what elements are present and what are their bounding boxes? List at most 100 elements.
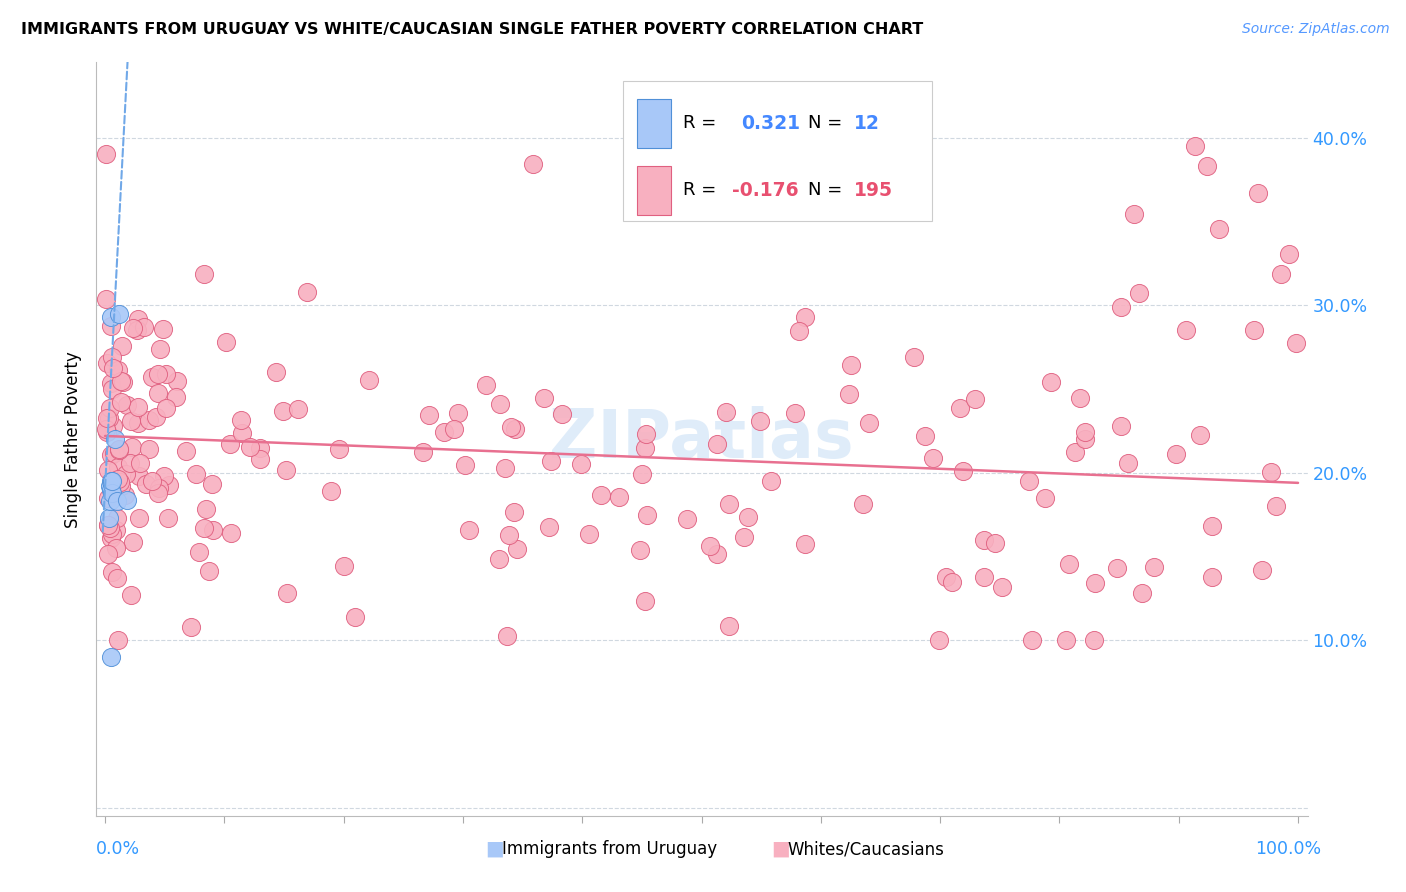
Point — [138, 413, 160, 427]
Point — [97, 547, 120, 561]
Point — [454, 458, 477, 472]
Point — [488, 552, 510, 566]
Point — [146, 367, 169, 381]
FancyBboxPatch shape — [623, 81, 932, 220]
Point — [1208, 221, 1230, 235]
Point — [97, 491, 120, 505]
Point — [412, 445, 434, 459]
Point — [1277, 246, 1299, 260]
Point — [1201, 570, 1223, 584]
Point — [101, 418, 124, 433]
Text: N =: N = — [808, 181, 848, 199]
Text: R =: R = — [683, 181, 723, 199]
Point — [934, 570, 956, 584]
Text: Whites/Caucasians: Whites/Caucasians — [787, 840, 945, 858]
Point — [1116, 456, 1139, 470]
Point — [249, 451, 271, 466]
Point — [1243, 323, 1265, 337]
Point — [1264, 500, 1286, 514]
Point — [174, 443, 197, 458]
Point — [135, 476, 157, 491]
Point — [98, 479, 121, 493]
Point — [675, 511, 697, 525]
Point — [103, 446, 125, 460]
Point — [100, 376, 122, 391]
Point — [104, 523, 127, 537]
Point — [110, 478, 132, 492]
Point — [129, 456, 152, 470]
Point — [274, 462, 297, 476]
Text: -0.176: -0.176 — [733, 180, 799, 200]
Point — [502, 505, 524, 519]
Text: Source: ZipAtlas.com: Source: ZipAtlas.com — [1241, 22, 1389, 37]
Point — [357, 373, 380, 387]
Point — [100, 448, 122, 462]
Point — [1105, 560, 1128, 574]
Point — [540, 454, 562, 468]
Point — [1083, 633, 1105, 648]
Point — [96, 463, 118, 477]
Point — [155, 367, 177, 381]
Point — [127, 322, 149, 336]
Point — [215, 334, 238, 349]
Point — [1251, 563, 1274, 577]
Text: IMMIGRANTS FROM URUGUAY VS WHITE/CAUCASIAN SINGLE FATHER POVERTY CORRELATION CHA: IMMIGRANTS FROM URUGUAY VS WHITE/CAUCASI… — [21, 22, 924, 37]
Point — [718, 498, 741, 512]
Point — [1201, 518, 1223, 533]
Point — [787, 324, 810, 338]
Point — [499, 420, 522, 434]
Point — [903, 350, 925, 364]
Point — [98, 494, 121, 508]
Point — [157, 511, 180, 525]
Point — [1130, 586, 1153, 600]
Point — [838, 386, 860, 401]
Point — [96, 292, 118, 306]
Point — [522, 157, 544, 171]
Point — [188, 545, 211, 559]
Point — [496, 629, 519, 643]
Point — [783, 406, 806, 420]
Point — [141, 475, 163, 489]
Point — [107, 362, 129, 376]
Point — [96, 422, 118, 436]
Point — [1057, 557, 1080, 571]
Point — [127, 416, 149, 430]
Point — [1189, 428, 1212, 442]
Point — [952, 464, 974, 478]
Point — [973, 533, 995, 547]
Point — [1197, 160, 1219, 174]
Point — [120, 588, 142, 602]
Point — [551, 407, 574, 421]
Point — [1175, 323, 1198, 337]
Text: N =: N = — [808, 114, 848, 132]
Point — [100, 318, 122, 333]
Point — [107, 459, 129, 474]
Point — [101, 360, 124, 375]
Point — [101, 474, 124, 488]
Point — [104, 433, 127, 447]
Text: 0.0%: 0.0% — [96, 840, 139, 858]
Point — [110, 374, 132, 388]
Point — [963, 392, 986, 407]
Point — [578, 527, 600, 541]
Point — [631, 467, 654, 481]
Point — [145, 409, 167, 424]
Point — [111, 338, 134, 352]
Text: ZIPatlas: ZIPatlas — [550, 407, 853, 472]
Point — [105, 541, 128, 556]
Point — [107, 633, 129, 648]
Point — [115, 398, 138, 412]
Point — [96, 411, 118, 425]
Point — [96, 517, 118, 532]
Point — [219, 526, 242, 541]
Point — [333, 559, 356, 574]
Point — [418, 408, 440, 422]
Point — [443, 422, 465, 436]
Point — [100, 532, 122, 546]
Point — [105, 511, 128, 525]
Point — [607, 490, 630, 504]
Point — [1111, 418, 1133, 433]
Point — [914, 429, 936, 443]
Point — [1184, 139, 1206, 153]
Point — [941, 574, 963, 589]
